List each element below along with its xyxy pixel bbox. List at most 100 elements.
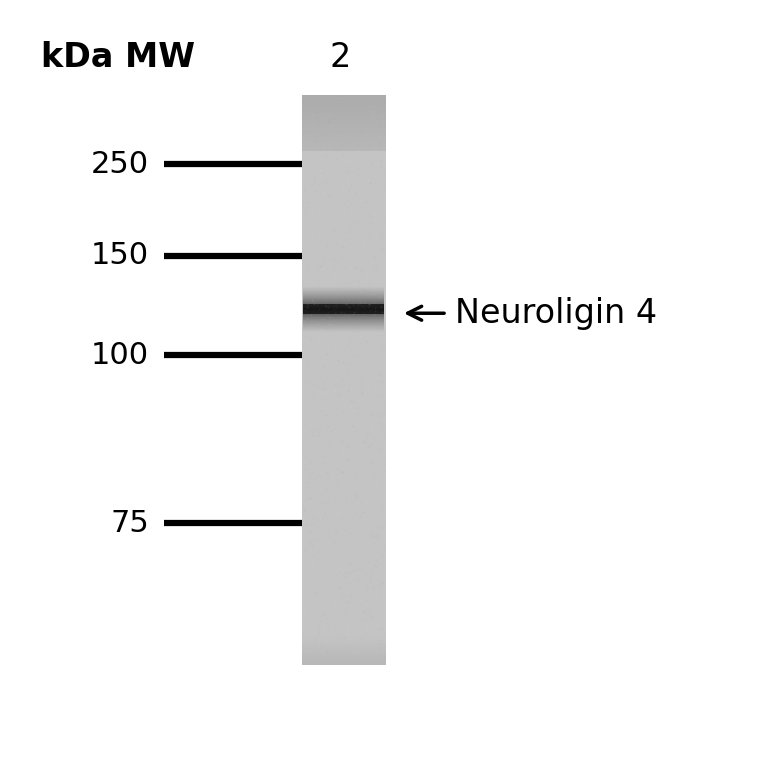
Bar xyxy=(302,522,386,524)
Bar xyxy=(302,628,386,630)
Bar xyxy=(302,617,386,619)
Bar xyxy=(303,326,384,327)
Bar xyxy=(302,624,386,626)
Bar xyxy=(302,108,386,111)
Bar xyxy=(302,487,386,490)
Bar xyxy=(302,129,386,131)
Text: 75: 75 xyxy=(110,509,149,538)
Bar xyxy=(302,364,386,367)
Bar xyxy=(303,296,384,297)
Bar xyxy=(302,338,386,340)
Bar xyxy=(303,316,384,317)
Bar xyxy=(302,133,386,135)
Bar xyxy=(302,632,386,634)
Bar xyxy=(302,134,386,138)
Bar xyxy=(303,325,384,326)
Bar xyxy=(302,345,386,348)
Bar xyxy=(302,144,386,147)
Bar xyxy=(303,322,384,323)
Bar xyxy=(302,537,386,539)
Bar xyxy=(302,421,386,424)
Bar xyxy=(303,317,384,318)
Bar xyxy=(302,457,386,460)
Bar xyxy=(303,323,384,324)
Bar xyxy=(302,478,386,481)
Bar xyxy=(302,264,386,267)
Bar xyxy=(303,319,384,320)
Bar xyxy=(303,295,384,296)
Bar xyxy=(303,304,384,315)
Bar xyxy=(302,618,386,621)
Bar xyxy=(302,303,386,306)
Bar xyxy=(303,323,384,324)
Bar xyxy=(302,330,386,332)
Bar xyxy=(302,459,386,461)
Bar xyxy=(303,310,384,311)
Bar xyxy=(302,527,386,530)
Bar xyxy=(302,474,386,477)
Bar xyxy=(302,649,386,652)
Bar xyxy=(302,573,386,575)
Bar xyxy=(302,590,386,593)
Bar xyxy=(303,291,384,292)
Bar xyxy=(303,312,384,313)
Bar xyxy=(302,332,386,335)
Bar xyxy=(302,523,386,526)
Bar xyxy=(303,298,384,299)
Bar xyxy=(303,293,384,294)
Bar xyxy=(302,651,386,653)
Bar xyxy=(302,516,386,519)
Bar xyxy=(302,228,386,230)
Bar xyxy=(302,438,386,441)
Bar xyxy=(302,148,386,151)
Bar xyxy=(303,314,384,315)
Bar xyxy=(302,366,386,369)
Bar xyxy=(302,455,386,458)
Bar xyxy=(302,201,386,204)
Bar xyxy=(302,630,386,633)
Bar xyxy=(303,320,384,321)
Bar xyxy=(302,231,386,234)
Bar xyxy=(303,310,384,311)
Bar xyxy=(302,324,386,327)
Bar xyxy=(302,404,386,406)
Bar xyxy=(302,275,386,277)
Bar xyxy=(302,480,386,483)
Bar xyxy=(303,321,384,322)
Bar xyxy=(302,410,386,413)
Bar xyxy=(302,193,386,196)
Bar xyxy=(303,313,384,314)
Bar xyxy=(302,315,386,318)
Bar xyxy=(302,613,386,615)
Bar xyxy=(303,309,384,310)
Bar xyxy=(302,463,386,465)
Bar xyxy=(303,286,384,287)
Bar xyxy=(302,370,386,373)
Bar xyxy=(303,290,384,291)
Bar xyxy=(302,468,386,471)
Bar xyxy=(303,288,384,289)
Bar xyxy=(302,655,386,657)
Bar xyxy=(303,306,384,307)
Bar xyxy=(303,304,384,305)
Bar xyxy=(303,302,384,303)
Bar xyxy=(303,329,384,330)
Bar xyxy=(302,309,386,312)
Bar xyxy=(302,620,386,623)
Bar xyxy=(302,406,386,409)
Bar xyxy=(302,243,386,245)
Bar xyxy=(302,609,386,611)
Bar xyxy=(302,229,386,232)
Bar xyxy=(303,299,384,300)
Bar xyxy=(302,349,386,351)
Bar xyxy=(302,102,386,105)
Bar xyxy=(302,510,386,513)
Bar xyxy=(303,325,384,327)
Bar xyxy=(302,499,386,501)
Bar xyxy=(302,622,386,625)
Bar xyxy=(302,571,386,574)
Bar xyxy=(302,417,386,420)
Bar xyxy=(302,119,386,122)
Bar xyxy=(303,313,384,314)
Bar xyxy=(302,545,386,547)
